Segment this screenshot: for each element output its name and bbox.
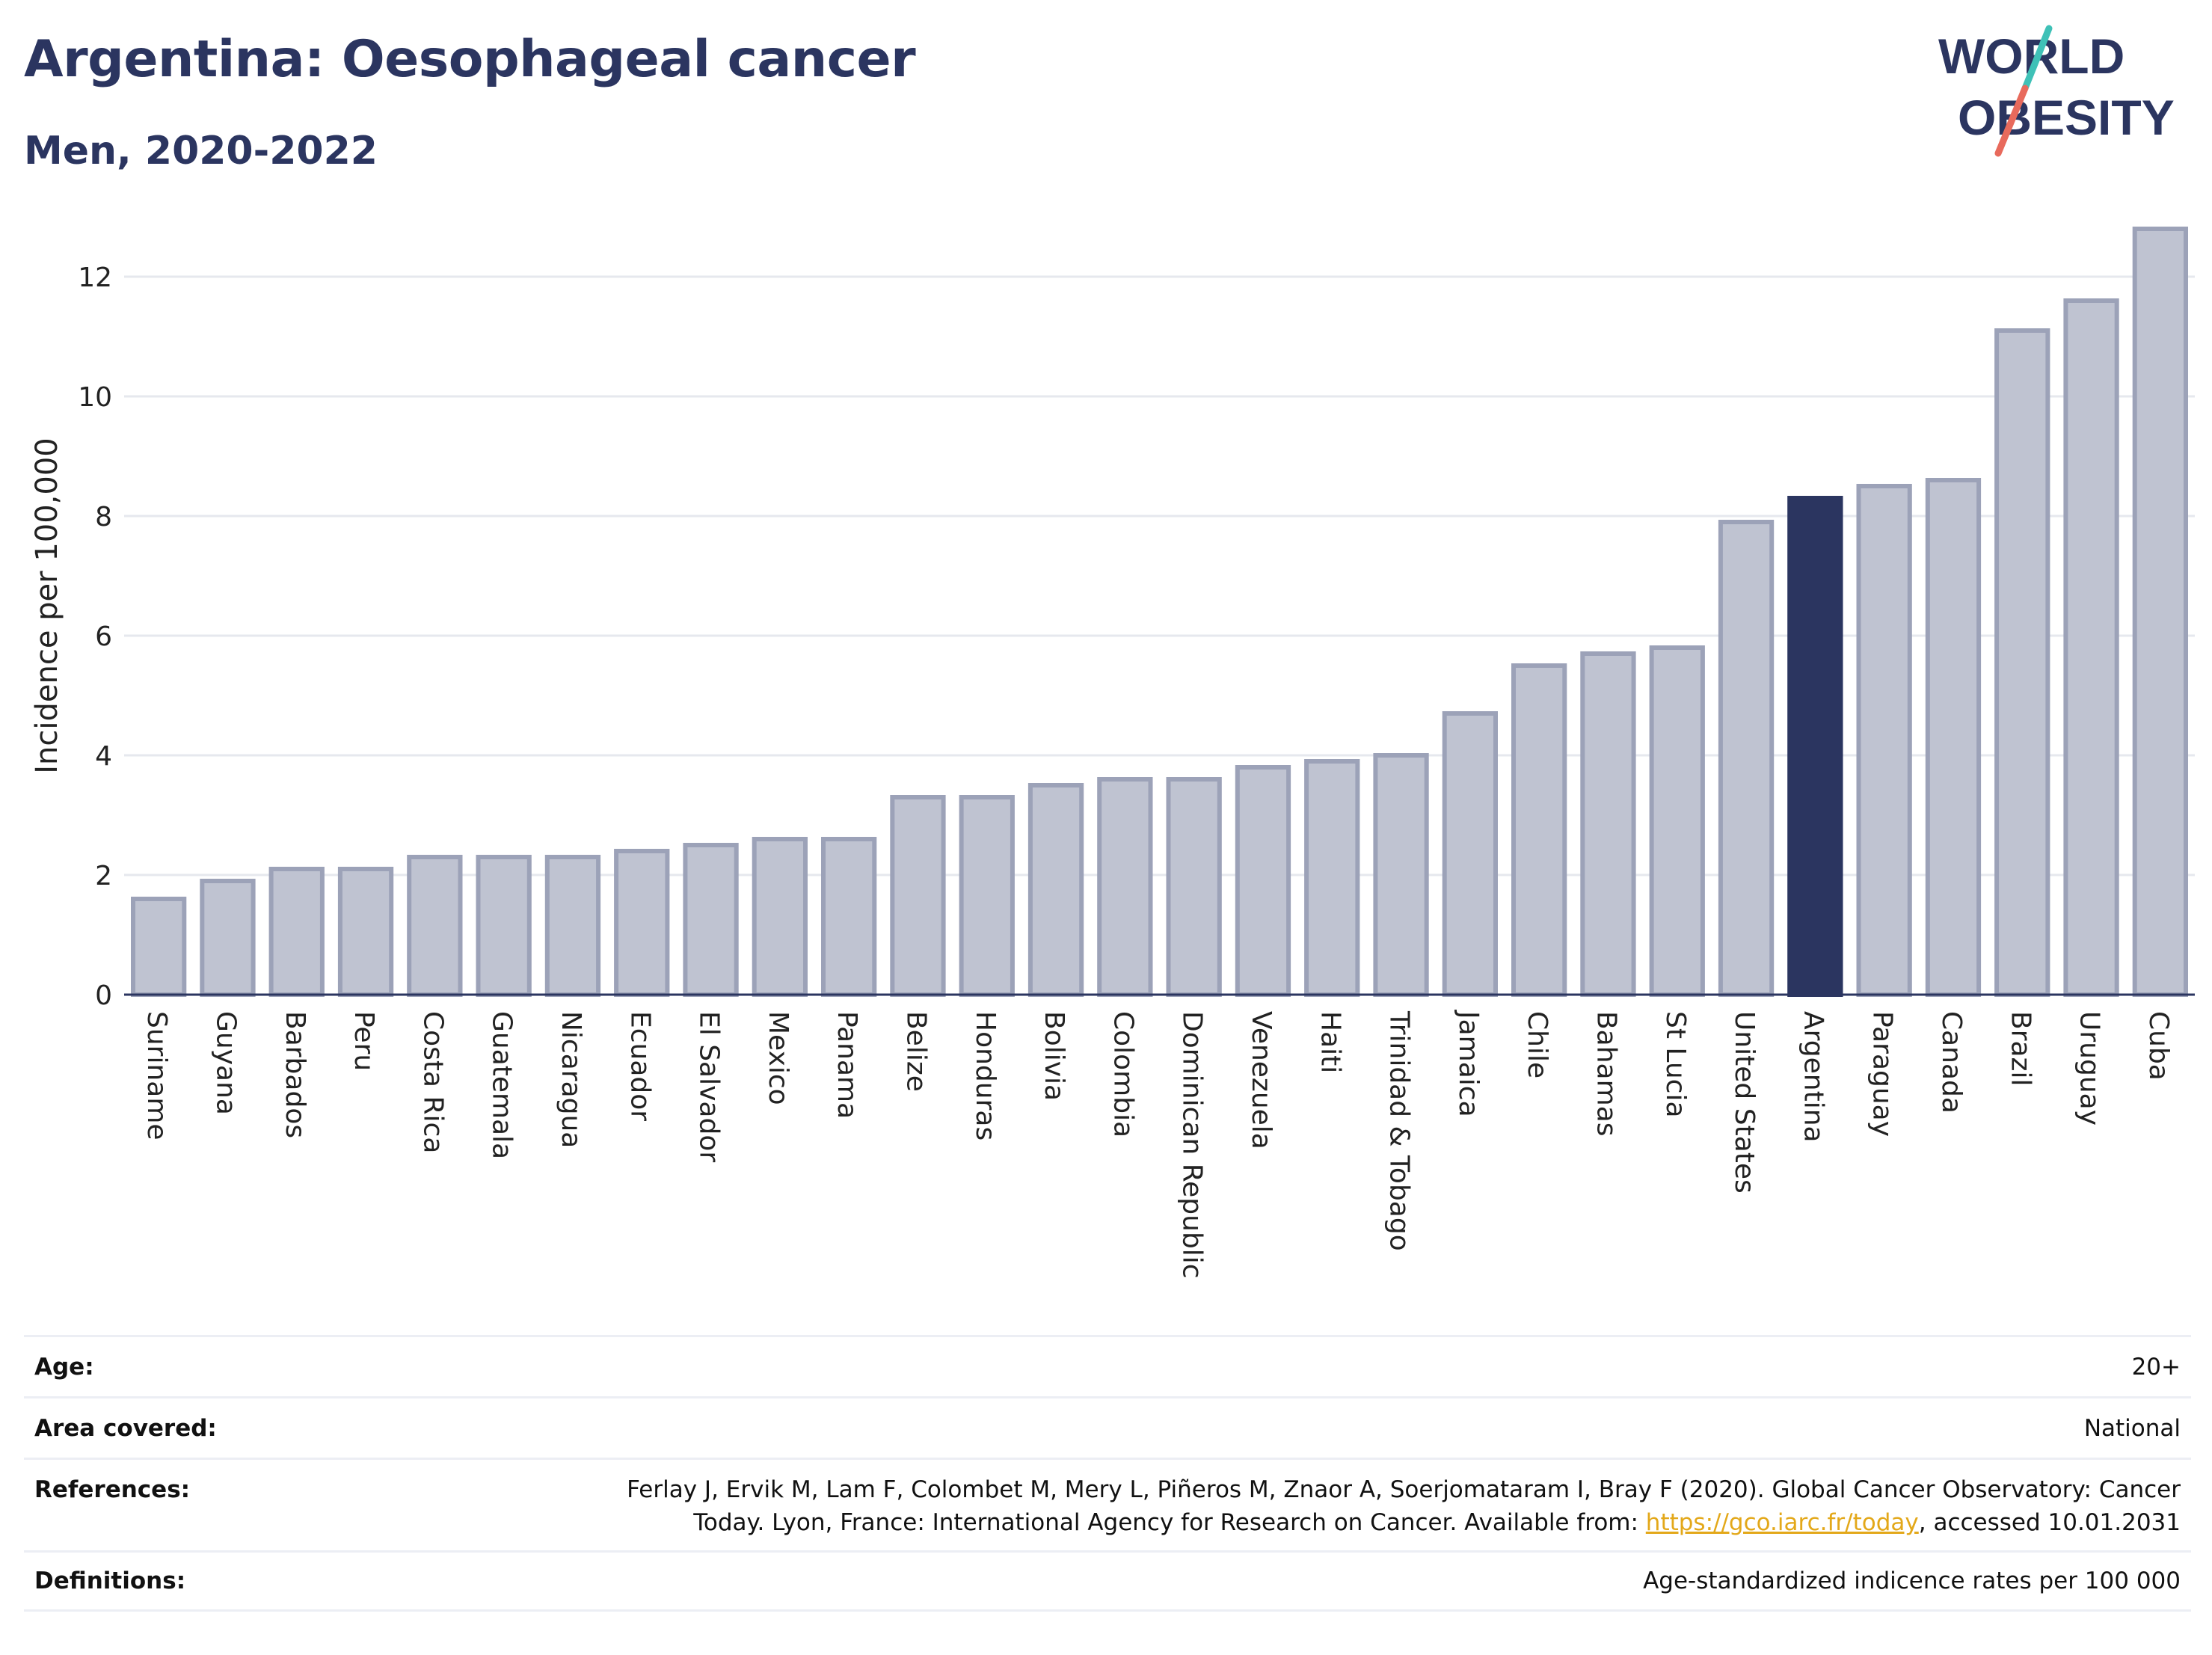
x-tick-label: Dominican Republic <box>1177 1011 1208 1279</box>
bar-united-states <box>1718 520 1775 997</box>
y-tick-label: 4 <box>95 741 112 772</box>
x-tick-label: Colombia <box>1107 1011 1138 1137</box>
bar-chile <box>1511 663 1567 997</box>
x-tick-label: Haiti <box>1315 1011 1345 1073</box>
x-tick-label: Canada <box>1936 1011 1967 1114</box>
x-tick-label: St Lucia <box>1660 1011 1691 1118</box>
x-tick-label: Cuba <box>2143 1011 2174 1081</box>
info-value-age: 20+ <box>2131 1353 2181 1381</box>
bar-nicaragua <box>544 855 601 997</box>
x-tick-label: Argentina <box>1798 1011 1828 1143</box>
x-tick-label: Panama <box>832 1011 862 1119</box>
x-tick-label: Trinidad & Tobago <box>1384 1010 1415 1251</box>
x-tick-label: Jamaica <box>1453 1010 1484 1117</box>
bar-paraguay <box>1856 484 1912 997</box>
y-tick-label: 10 <box>78 382 112 413</box>
bar-honduras <box>959 795 1015 997</box>
x-tick-labels: Suriname Guyana Barbados Peru Costa Rica Guat… <box>141 1010 2174 1279</box>
y-tick-label: 2 <box>95 861 112 891</box>
y-tick-label: 0 <box>95 980 112 1011</box>
bar-haiti <box>1304 759 1360 997</box>
grid-lines <box>124 275 2195 876</box>
y-tick-labels: 0 2 4 6 8 10 12 <box>78 262 112 1011</box>
bar-chart: 0 2 4 6 8 10 12 Suriname Guyana Barbados Peru Cost… <box>30 227 2195 1279</box>
logo-line2: OBESITY <box>1958 90 2175 145</box>
reference-line-2: Today. Lyon, France: International Agenc… <box>627 1506 2181 1539</box>
x-tick-label: Barbados <box>280 1011 310 1138</box>
bar-mexico <box>752 837 808 997</box>
info-row-references: References: Ferlay J, Ervik M, Lam F, Co… <box>24 1458 2191 1550</box>
y-axis-label: Incidence per 100,000 <box>30 437 64 774</box>
info-row-definitions: Definitions: Age-standardized indicence … <box>24 1550 2191 1612</box>
bar-bahamas <box>1580 651 1636 997</box>
bar-ecuador <box>614 849 670 997</box>
x-tick-label: United States <box>1729 1011 1760 1194</box>
bar-guyana <box>200 879 256 997</box>
y-tick-label: 6 <box>95 621 112 652</box>
x-tick-label: El Salvador <box>694 1011 725 1162</box>
reference-text: Today. Lyon, France: International Agenc… <box>693 1509 1646 1536</box>
x-tick-label: Brazil <box>2005 1011 2036 1086</box>
bar-argentina <box>1787 496 1843 997</box>
info-key-area: Area covered: <box>34 1414 217 1442</box>
bar-costa-rica <box>407 855 463 997</box>
bars <box>130 227 2189 997</box>
info-row-area: Area covered: National <box>24 1396 2191 1458</box>
info-table: Age: 20+ Area covered: National Referenc… <box>24 1335 2191 1612</box>
x-tick-label: Guyana <box>210 1011 241 1115</box>
bar-canada <box>1925 478 1982 997</box>
bar-bolivia <box>1027 783 1084 997</box>
bar-colombia <box>1097 777 1153 997</box>
bar-jamaica <box>1442 711 1499 997</box>
bar-st-lucia <box>1649 645 1705 997</box>
x-tick-label: Venezuela <box>1246 1011 1276 1149</box>
x-tick-label: Uruguay <box>2074 1011 2105 1126</box>
x-tick-label: Ecuador <box>624 1011 655 1121</box>
reference-accessed: , accessed 10.01.2031 <box>1918 1509 2181 1536</box>
bar-uruguay <box>2063 298 2119 997</box>
x-tick-label: Suriname <box>141 1011 172 1140</box>
world-obesity-logo: WORLD OBESITY <box>1938 25 2175 157</box>
bar-dominican-republic <box>1166 777 1222 997</box>
page-title: Argentina: Oesophageal cancer <box>24 30 916 89</box>
info-value-references: Ferlay J, Ervik M, Lam F, Colombet M, Me… <box>627 1473 2181 1539</box>
info-row-age: Age: 20+ <box>24 1335 2191 1396</box>
x-tick-label: Paraguay <box>1867 1011 1898 1137</box>
x-tick-label: Peru <box>348 1011 379 1071</box>
bar-guatemala <box>476 855 532 997</box>
x-tick-label: Bahamas <box>1591 1011 1621 1137</box>
bar-belize <box>890 795 946 997</box>
logo-accent-red <box>1994 85 2029 157</box>
y-tick-label: 12 <box>78 262 112 293</box>
bar-barbados <box>268 867 325 997</box>
info-value-definitions: Age-standardized indicence rates per 100… <box>1643 1568 2181 1594</box>
bar-suriname <box>130 897 187 997</box>
x-tick-label: Costa Rica <box>417 1011 448 1153</box>
x-tick-label: Nicaragua <box>556 1011 586 1148</box>
info-key-age: Age: <box>34 1353 94 1381</box>
y-tick-label: 8 <box>95 502 112 532</box>
bar-panama <box>820 837 877 997</box>
bar-peru <box>337 867 394 997</box>
bar-venezuela <box>1235 765 1291 997</box>
bar-cuba <box>2132 227 2189 997</box>
x-tick-label: Bolivia <box>1039 1011 1069 1101</box>
x-tick-label: Guatemala <box>487 1011 517 1159</box>
x-tick-label: Belize <box>900 1011 931 1092</box>
reference-line-1: Ferlay J, Ervik M, Lam F, Colombet M, Me… <box>627 1476 2181 1503</box>
info-key-definitions: Definitions: <box>34 1568 186 1594</box>
logo-accent-teal <box>2021 25 2053 92</box>
page-subtitle: Men, 2020-2022 <box>24 129 378 174</box>
bar-trinidad-tobago <box>1373 753 1429 997</box>
info-key-references: References: <box>34 1476 191 1503</box>
bar-el-salvador <box>683 843 739 997</box>
bar-brazil <box>1994 328 2050 997</box>
x-tick-label: Honduras <box>970 1011 1001 1140</box>
reference-link[interactable]: https://gco.iarc.fr/today <box>1645 1509 1919 1536</box>
info-value-area: National <box>2083 1414 2181 1442</box>
x-tick-label: Mexico <box>763 1011 793 1105</box>
x-tick-label: Chile <box>1522 1011 1552 1078</box>
